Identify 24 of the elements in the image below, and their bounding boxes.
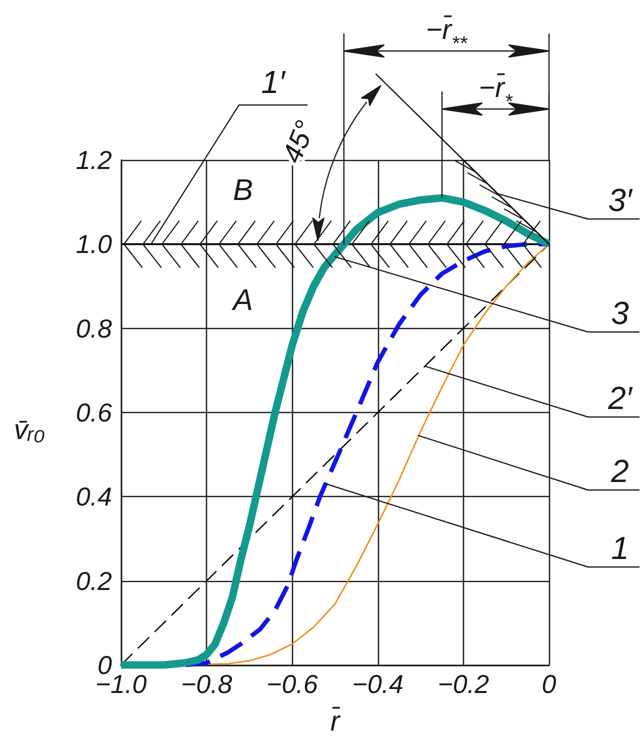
x-tick-label: −0.6: [266, 669, 318, 699]
annotation: 45°: [276, 116, 320, 167]
annotation: 2: [610, 453, 630, 489]
x-tick-label: −0.8: [180, 669, 233, 699]
annotation: 3: [611, 295, 630, 331]
annotation: 3′: [608, 182, 633, 218]
annotation: A: [230, 284, 254, 316]
x-tick-label: −0.4: [352, 669, 404, 699]
y-tick-label: 1.0: [76, 229, 113, 260]
y-axis-title: v̄ᵣ₀: [14, 414, 46, 445]
y-tick-label: 1.2: [76, 145, 113, 175]
x-tick-label: 0: [542, 669, 557, 699]
text: −r̄$_{*}$: [478, 72, 514, 113]
y-tick-label: 0.6: [76, 398, 113, 428]
y-tick-label: 0.8: [76, 313, 113, 344]
y-tick-label: 0.4: [76, 482, 112, 512]
annotation: B: [232, 174, 254, 206]
annotation: 1: [611, 530, 629, 566]
annotation: 2′: [607, 380, 633, 416]
annotation: 1′: [261, 64, 286, 100]
y-tick-label: 0.2: [76, 566, 113, 596]
x-axis-title: r̄: [330, 706, 342, 736]
x-tick-label: −0.2: [438, 669, 490, 699]
text: −r̄$_{**}$: [426, 14, 468, 55]
